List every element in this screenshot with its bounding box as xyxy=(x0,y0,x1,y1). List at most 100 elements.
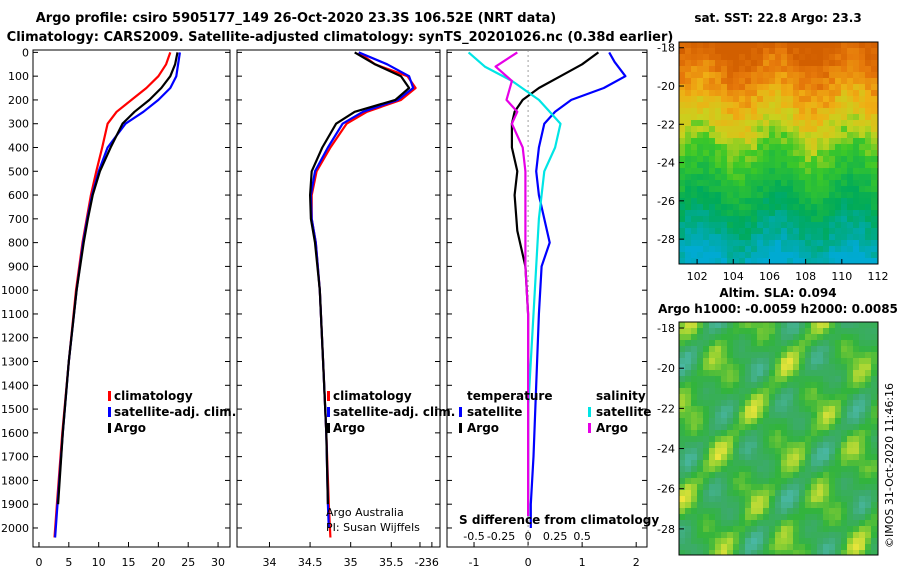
sst-cell xyxy=(775,126,782,133)
sst-cell xyxy=(811,198,818,205)
sst-cell xyxy=(763,234,770,241)
sla-cell xyxy=(871,466,878,473)
sst-cell xyxy=(805,96,812,103)
sla-cell xyxy=(733,526,740,533)
salinity-x-tick-label: -0.5 xyxy=(463,530,484,543)
legend-label-salinity-argo: Argo xyxy=(596,421,628,435)
sla-cell xyxy=(745,346,752,353)
sla-cell xyxy=(727,454,734,461)
sst-cell xyxy=(697,48,704,55)
sla-cell xyxy=(853,424,860,431)
sla-cell xyxy=(799,556,806,563)
sla-cell xyxy=(721,436,728,443)
sst-cell xyxy=(763,132,770,139)
sla-cell xyxy=(859,322,866,329)
sst-cell xyxy=(859,108,866,115)
sst-cell xyxy=(691,246,698,253)
sst-cell xyxy=(703,258,710,264)
sst-cell xyxy=(793,174,800,181)
sst-cell xyxy=(817,258,824,264)
sla-cell xyxy=(805,370,812,377)
sla-cell xyxy=(757,496,764,503)
sla-cell xyxy=(775,508,782,515)
sst-cell xyxy=(823,96,830,103)
sla-cell xyxy=(865,442,872,449)
sst-cell xyxy=(697,144,704,151)
sla-cell xyxy=(823,424,830,431)
sst-cell xyxy=(841,78,848,85)
sla-cell xyxy=(859,550,866,555)
sla-cell xyxy=(859,454,866,461)
sla-cell xyxy=(721,466,728,473)
sst-cell xyxy=(871,258,878,264)
sst-cell xyxy=(733,234,740,241)
sst-cell xyxy=(859,198,866,205)
sst-cell xyxy=(715,264,722,271)
sla-cell xyxy=(811,526,818,533)
sst-cell xyxy=(823,246,830,253)
sla-cell xyxy=(763,352,770,359)
sst-cell xyxy=(871,42,878,49)
sla-cell xyxy=(709,436,716,443)
sla-cell xyxy=(697,454,704,461)
sla-cell xyxy=(715,400,722,407)
sla-cell xyxy=(847,376,854,383)
sla-cell xyxy=(865,466,872,473)
sla-cell xyxy=(811,394,818,401)
sst-cell xyxy=(865,54,872,61)
sla-cell xyxy=(727,526,734,533)
sst-cell xyxy=(745,240,752,247)
sst-cell xyxy=(817,42,824,49)
salinity-plot: 34 34.5 35 35.5 36 xyxy=(237,51,440,569)
sst-cell xyxy=(841,186,848,193)
sla-cell xyxy=(835,346,842,353)
sla-cell xyxy=(697,358,704,365)
sla-cell xyxy=(775,382,782,389)
sla-cell xyxy=(703,382,710,389)
sst-cell xyxy=(847,144,854,151)
sst-cell xyxy=(751,48,758,55)
sst-cell xyxy=(865,48,872,55)
sst-cell xyxy=(787,132,794,139)
depth-tick-label: 1800 xyxy=(1,474,29,487)
sla-cell xyxy=(859,478,866,485)
series-line-temperature-satellite xyxy=(529,51,627,528)
sla-cell xyxy=(775,538,782,545)
sst-cell xyxy=(751,66,758,73)
sst-cell xyxy=(793,102,800,109)
sst-cell xyxy=(727,228,734,235)
sst-cell xyxy=(835,234,842,241)
sst-cell xyxy=(775,90,782,97)
sst-cell xyxy=(859,66,866,73)
sst-cell xyxy=(727,42,734,49)
sla-cell xyxy=(871,532,878,539)
sst-cell xyxy=(781,234,788,241)
sla-cell xyxy=(721,364,728,371)
sst-cell xyxy=(859,144,866,151)
sst-cell xyxy=(757,84,764,91)
sst-cell xyxy=(805,198,812,205)
sla-cell xyxy=(787,478,794,485)
sst-cell xyxy=(769,168,776,175)
sst-cell xyxy=(793,156,800,163)
sst-cell xyxy=(745,186,752,193)
sst-cell xyxy=(703,174,710,181)
sst-cell xyxy=(679,210,686,217)
sst-cell xyxy=(787,240,794,247)
sst-cell xyxy=(685,240,692,247)
sla-cell xyxy=(733,340,740,347)
sla-cell xyxy=(799,400,806,407)
sst-cell xyxy=(709,54,716,61)
sla-cell xyxy=(715,322,722,329)
sla-cell xyxy=(763,508,770,515)
sla-cell xyxy=(751,340,758,347)
sla-cell xyxy=(841,496,848,503)
sla-cell xyxy=(727,478,734,485)
sst-cell xyxy=(823,204,830,211)
sla-cell xyxy=(733,352,740,359)
sst-cell xyxy=(703,234,710,241)
sla-cell xyxy=(793,538,800,545)
sla-cell xyxy=(757,340,764,347)
sla-cell xyxy=(685,442,692,449)
sst-cell xyxy=(859,180,866,187)
